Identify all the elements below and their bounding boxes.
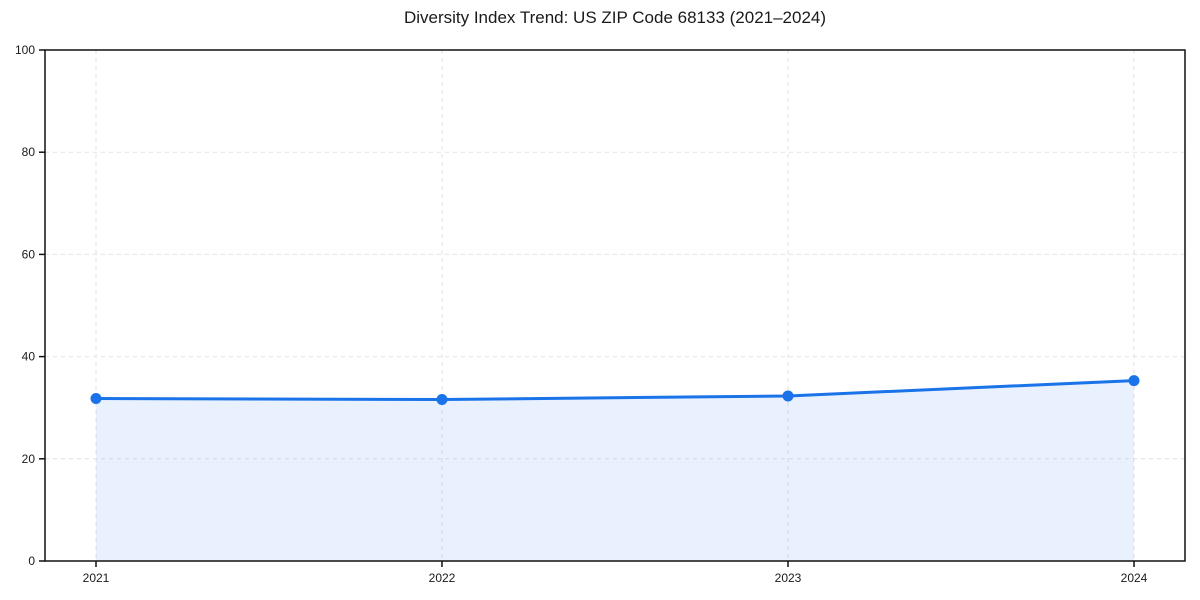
- y-tick-label: 40: [22, 350, 36, 364]
- y-tick-label: 0: [28, 554, 35, 568]
- data-point-marker: [90, 393, 102, 405]
- chart-title: Diversity Index Trend: US ZIP Code 68133…: [403, 8, 827, 27]
- x-tick-label: 2021: [83, 571, 110, 585]
- y-tick-label: 100: [15, 43, 35, 57]
- x-tick-label: 2024: [1121, 571, 1148, 585]
- data-point-marker: [782, 390, 794, 402]
- x-tick-label: 2022: [429, 571, 456, 585]
- x-tick-label: 2023: [775, 571, 802, 585]
- y-tick-label: 20: [22, 452, 36, 466]
- data-point-marker: [1128, 375, 1140, 387]
- plot-border: [44, 49, 1186, 562]
- y-tick-label: 60: [22, 247, 36, 261]
- trend-line: [94, 379, 1136, 402]
- data-point-marker: [436, 394, 448, 406]
- y-tick-label: 80: [22, 145, 36, 159]
- area-fill: [96, 380, 1134, 561]
